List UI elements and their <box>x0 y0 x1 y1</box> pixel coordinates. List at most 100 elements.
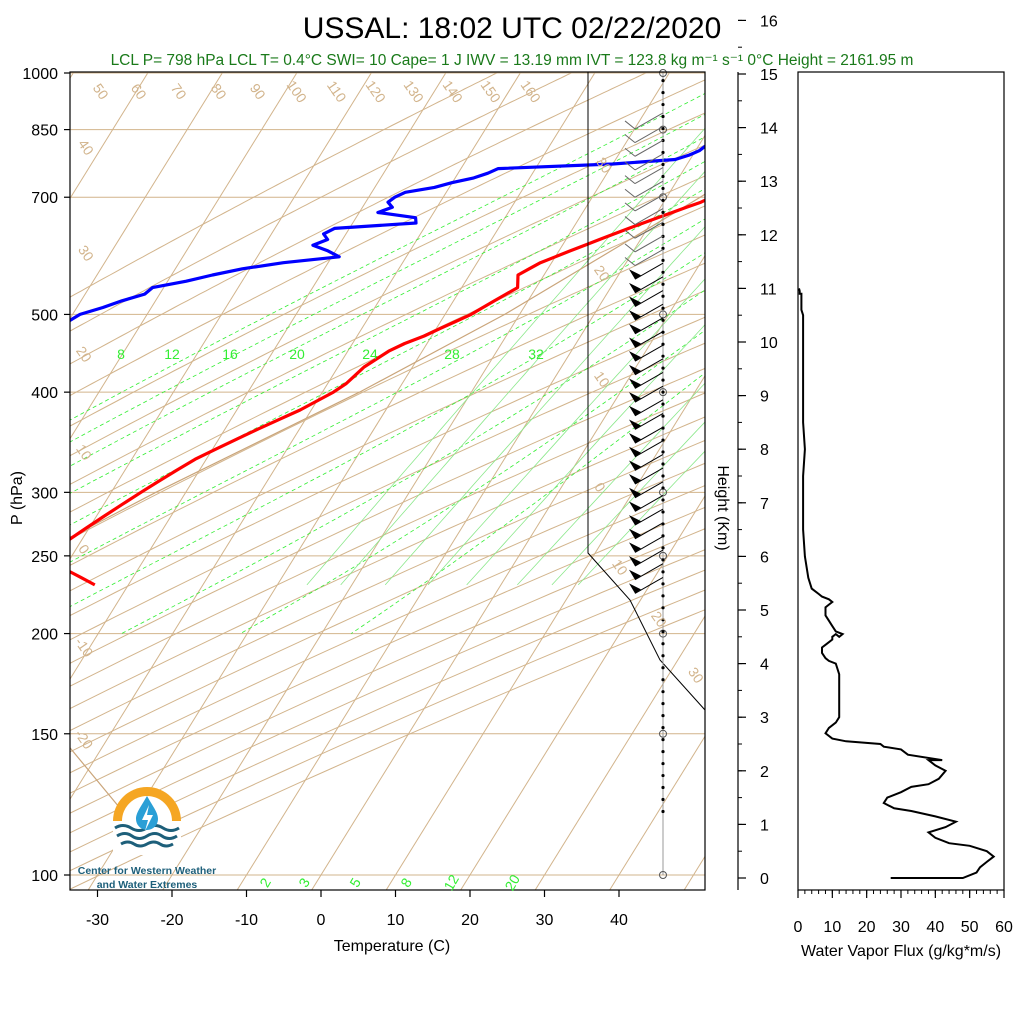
moist-adiabat <box>70 252 705 608</box>
height-tick-label-5: 5 <box>760 603 769 620</box>
moist-adiabat <box>70 188 705 526</box>
wind-barb-flag <box>629 310 641 321</box>
wind-barb-shaft <box>634 549 664 567</box>
flux-x-tick-label-50: 50 <box>961 919 979 936</box>
wind-barb-feather <box>624 202 636 212</box>
isotherm-line <box>460 495 705 890</box>
isotherm-line <box>534 615 705 890</box>
wind-barb-flag <box>629 269 641 280</box>
wind-barb-shaft <box>634 399 664 417</box>
barb-point <box>661 102 665 107</box>
wind-barb-flag <box>629 583 641 594</box>
mixing-ratio-label-5: 5 <box>346 875 364 890</box>
wind-barb-shaft <box>634 576 664 594</box>
y-tick-label-500: 500 <box>31 307 58 324</box>
isotherm-label: 40 <box>75 136 97 158</box>
mixing-ratio-label-20: 20 <box>501 872 523 894</box>
isotherm-line <box>87 72 596 890</box>
wind-barb-shaft <box>634 126 664 144</box>
dry-adiabat <box>70 72 575 332</box>
height-tick-label-10: 10 <box>760 335 778 352</box>
height-tick-label-2: 2 <box>760 764 769 781</box>
theta-label-100: 100 <box>284 77 311 105</box>
wind-barb-feather <box>624 175 636 184</box>
dry-adiabat <box>70 367 705 664</box>
dry-adiabat <box>70 439 705 732</box>
dry-adiabat <box>70 416 705 710</box>
height-tick-label-11: 11 <box>760 281 777 298</box>
height-tick-label-8: 8 <box>760 442 769 459</box>
barb-point <box>661 749 665 754</box>
barb-level-circle <box>659 629 667 638</box>
y-tick-label-850: 850 <box>31 123 58 140</box>
wind-barb-flag <box>629 433 641 444</box>
theta-label-150: 150 <box>478 77 505 105</box>
flux-x-tick-label-40: 40 <box>926 919 944 936</box>
flux-x-tick-label-10: 10 <box>823 919 841 936</box>
logo-line-2: and Water Extremes <box>97 879 198 891</box>
isotherm-label: 10 <box>591 368 613 390</box>
isotherm-line <box>683 855 705 890</box>
y-axis-label: P (hPa) <box>9 471 26 525</box>
isotherm-label: -20 <box>72 726 97 752</box>
dry-adiabat <box>70 79 705 397</box>
wind-barb-shaft <box>634 208 664 225</box>
flux-series-layer <box>798 288 996 879</box>
height-tick-label-1: 1 <box>760 817 769 834</box>
dry-adiabat <box>70 72 650 365</box>
moist-adiabat <box>70 218 705 563</box>
height-tick-label-0: 0 <box>760 871 769 888</box>
mixing-ratio-label-2: 2 <box>256 875 274 890</box>
barb-point <box>661 186 665 191</box>
moist-adiabat <box>70 93 705 421</box>
barb-point <box>661 498 665 502</box>
y-tick-label-1000: 1000 <box>22 66 58 83</box>
wind-barb-flag <box>629 392 641 403</box>
barb-point <box>661 78 665 83</box>
barb-point <box>661 666 665 670</box>
barb-point <box>661 582 665 586</box>
x-tick-label-10: 10 <box>387 912 405 929</box>
barb-point <box>661 594 665 598</box>
height-tick-label-13: 13 <box>760 174 778 191</box>
wind-barb-flag <box>629 569 641 580</box>
wind-barb-flag <box>629 405 641 416</box>
isotherm-line <box>311 254 705 890</box>
dry-adiabat <box>70 528 705 814</box>
barb-point <box>661 510 665 514</box>
wind-barb-flag <box>629 351 641 362</box>
mixing-ratio-label-8: 8 <box>397 875 415 890</box>
barb-point <box>661 150 665 155</box>
y-tick-label-300: 300 <box>31 485 58 502</box>
isotherm-line <box>757 56 1024 893</box>
theta-label-120: 120 <box>363 77 390 105</box>
barb-point <box>661 785 665 790</box>
isotherm-line <box>236 134 705 890</box>
barb-point <box>661 378 665 382</box>
series-layer <box>70 144 705 843</box>
x-tick-label--30: -30 <box>86 912 109 929</box>
barb-point <box>661 702 665 706</box>
y-tick-label-150: 150 <box>31 727 58 744</box>
mixing-ratio-line <box>384 226 705 586</box>
wind-barb-shaft <box>634 303 664 321</box>
wind-barb-feather <box>624 257 636 266</box>
barb-point <box>661 246 665 250</box>
logo-line-1: Center for Western Weather <box>78 865 216 877</box>
barb-point <box>661 738 665 742</box>
barb-point <box>661 761 665 766</box>
isotherm-label: 30 <box>75 242 97 264</box>
flux-x-tick-label-30: 30 <box>892 919 910 936</box>
wind-barb-shaft <box>634 563 664 581</box>
height-tick-label-12: 12 <box>760 228 778 245</box>
y-tick-label-200: 200 <box>31 627 58 644</box>
height-tick-label-4: 4 <box>760 657 769 674</box>
temperature-line <box>70 198 705 587</box>
barb-point <box>661 570 665 574</box>
dry-adiabat <box>70 112 705 427</box>
isotherm-line <box>609 735 705 890</box>
wind-barb-feather <box>624 147 636 157</box>
dry-adiabat <box>70 290 705 592</box>
x-tick-label-30: 30 <box>536 912 554 929</box>
